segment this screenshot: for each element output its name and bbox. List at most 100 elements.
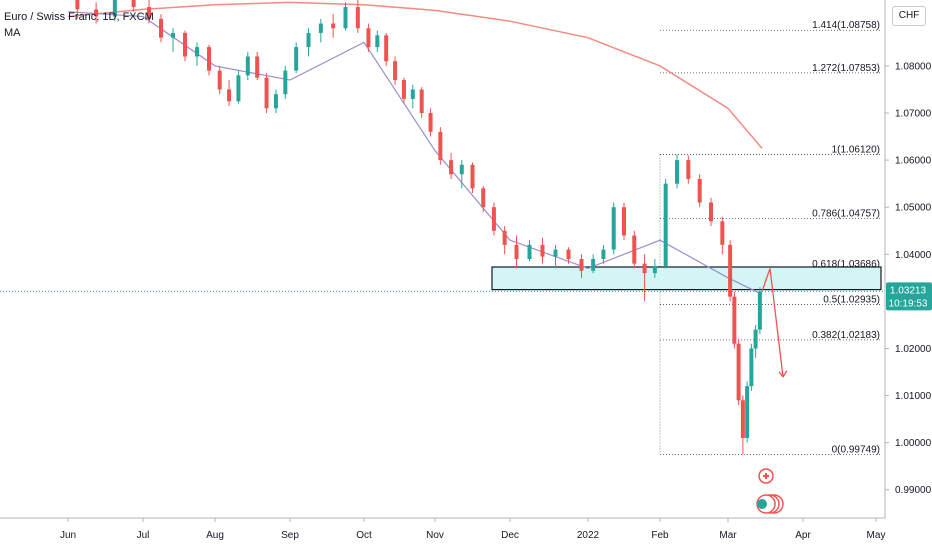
axes-layer: 1.08000 1.07000 1.06000 1.05000 1.04000 1.020…: [0, 0, 932, 541]
candle-body: [697, 178, 702, 203]
y-tick-label: 1.08000: [895, 61, 932, 72]
x-tick-label: Feb: [651, 530, 669, 541]
x-tick-label: Jun: [60, 530, 76, 541]
candle-body: [75, 0, 80, 10]
candle-body: [502, 230, 507, 245]
x-tick-label: Mar: [719, 530, 737, 541]
resistance-zone-layer[interactable]: [491, 266, 882, 291]
y-tick-label: 1.00000: [895, 438, 932, 449]
y-tick-label: 1.05000: [895, 203, 932, 214]
candle-body: [757, 291, 762, 330]
moving-average-layer: [67, 1, 763, 295]
candle-body: [112, 0, 117, 17]
candle-body: [236, 75, 241, 102]
y-tick-label: 1.01000: [895, 391, 932, 402]
fib-level-label: 0.382(1.02183): [812, 330, 880, 341]
candle-body: [753, 329, 758, 349]
candle-body: [419, 89, 424, 114]
candle-body: [183, 32, 187, 57]
candle-body: [401, 80, 406, 99]
projection-arrow-layer: [761, 268, 788, 378]
x-tick-label: Aug: [206, 530, 224, 541]
candle-body: [195, 47, 199, 57]
candle-body: [294, 47, 299, 71]
candle-body: [470, 164, 475, 189]
x-tick-label: 2022: [577, 530, 600, 541]
currency-badge[interactable]: CHF: [892, 6, 926, 26]
candle-body: [245, 56, 250, 76]
candle-body: [728, 244, 733, 297]
candle-body: [217, 70, 222, 90]
last-price-value: 1.03213: [890, 285, 927, 296]
event-icons[interactable]: [756, 468, 784, 514]
candle-body: [159, 18, 163, 38]
candles-layer: [75, 0, 762, 455]
candle-body: [384, 35, 389, 62]
indicator-label[interactable]: MA: [4, 27, 21, 39]
candle-body: [514, 244, 519, 259]
cross-icon: [763, 473, 769, 479]
candle-body: [207, 47, 211, 71]
fib-level-label: 1(1.06120): [832, 144, 880, 155]
candle-body: [740, 400, 745, 438]
x-tick-label: Dec: [501, 530, 519, 541]
candle-body: [553, 249, 558, 257]
candle-body: [94, 9, 99, 17]
x-tick-label: Sep: [281, 530, 299, 541]
candle-body: [366, 28, 371, 48]
candle-body: [675, 160, 679, 184]
candle-body: [632, 235, 637, 264]
candle-body: [642, 263, 647, 274]
candle-body: [410, 89, 415, 99]
candle-body: [663, 183, 668, 267]
symbol-title[interactable]: Euro / Swiss Franc, 1D, FXCM: [4, 11, 154, 23]
candle-body: [227, 89, 232, 102]
fib-level-label: 0.786(1.04757): [812, 209, 880, 220]
resistance-zone: [491, 266, 882, 291]
candle-body: [171, 32, 175, 38]
candle-body: [709, 202, 713, 222]
x-tick-label: Nov: [426, 530, 444, 541]
y-tick-label: 1.02000: [895, 344, 932, 355]
candle-body: [732, 296, 737, 344]
candle-body: [255, 56, 260, 78]
y-tick-label: 0.99000: [895, 485, 932, 496]
fib-level-label: 1.272(1.07853): [812, 63, 880, 74]
candle-body: [491, 207, 496, 231]
x-tick-label: May: [867, 530, 886, 541]
last-price-line-layer: 1.03213 10:19:53: [0, 282, 932, 311]
candle-body: [273, 94, 278, 109]
bar-countdown: 10:19:53: [889, 298, 928, 309]
fib-level-label: 0.5(1.02935): [823, 294, 880, 305]
candle-body: [686, 160, 691, 179]
candle-body: [736, 343, 741, 401]
fib-level-label: 0.618(1.03686): [812, 259, 880, 270]
candle-body: [611, 207, 616, 250]
candle-body: [566, 249, 571, 259]
candle-body: [652, 266, 657, 274]
candle-body: [449, 160, 454, 175]
candle-body: [428, 113, 433, 132]
y-tick-label: 1.07000: [895, 109, 932, 120]
candle-body: [438, 131, 443, 161]
ma-slow-line: [67, 1, 763, 149]
last-price-tag: [886, 282, 932, 311]
event-dot-icon: [757, 499, 767, 509]
x-tick-label: Jul: [137, 530, 150, 541]
fib-level-label: 1.414(1.08758): [812, 20, 880, 31]
candle-body: [481, 188, 486, 208]
x-tick-label: Oct: [356, 530, 372, 541]
candle-body: [459, 164, 464, 175]
y-tick-label: 1.06000: [895, 156, 932, 167]
candle-body: [393, 61, 398, 81]
fibonacci-levels: 1.414(1.08758) 1.272(1.07853) 1(1.06120) 0.…: [659, 20, 882, 455]
candle-body: [622, 207, 626, 236]
candle-body: [131, 0, 136, 8]
fib-level-label: 0(0.99749): [832, 444, 880, 455]
candle-body: [318, 23, 323, 33]
candle-body: [355, 7, 360, 29]
x-tick-label: Apr: [795, 530, 811, 541]
candle-body: [745, 386, 750, 438]
